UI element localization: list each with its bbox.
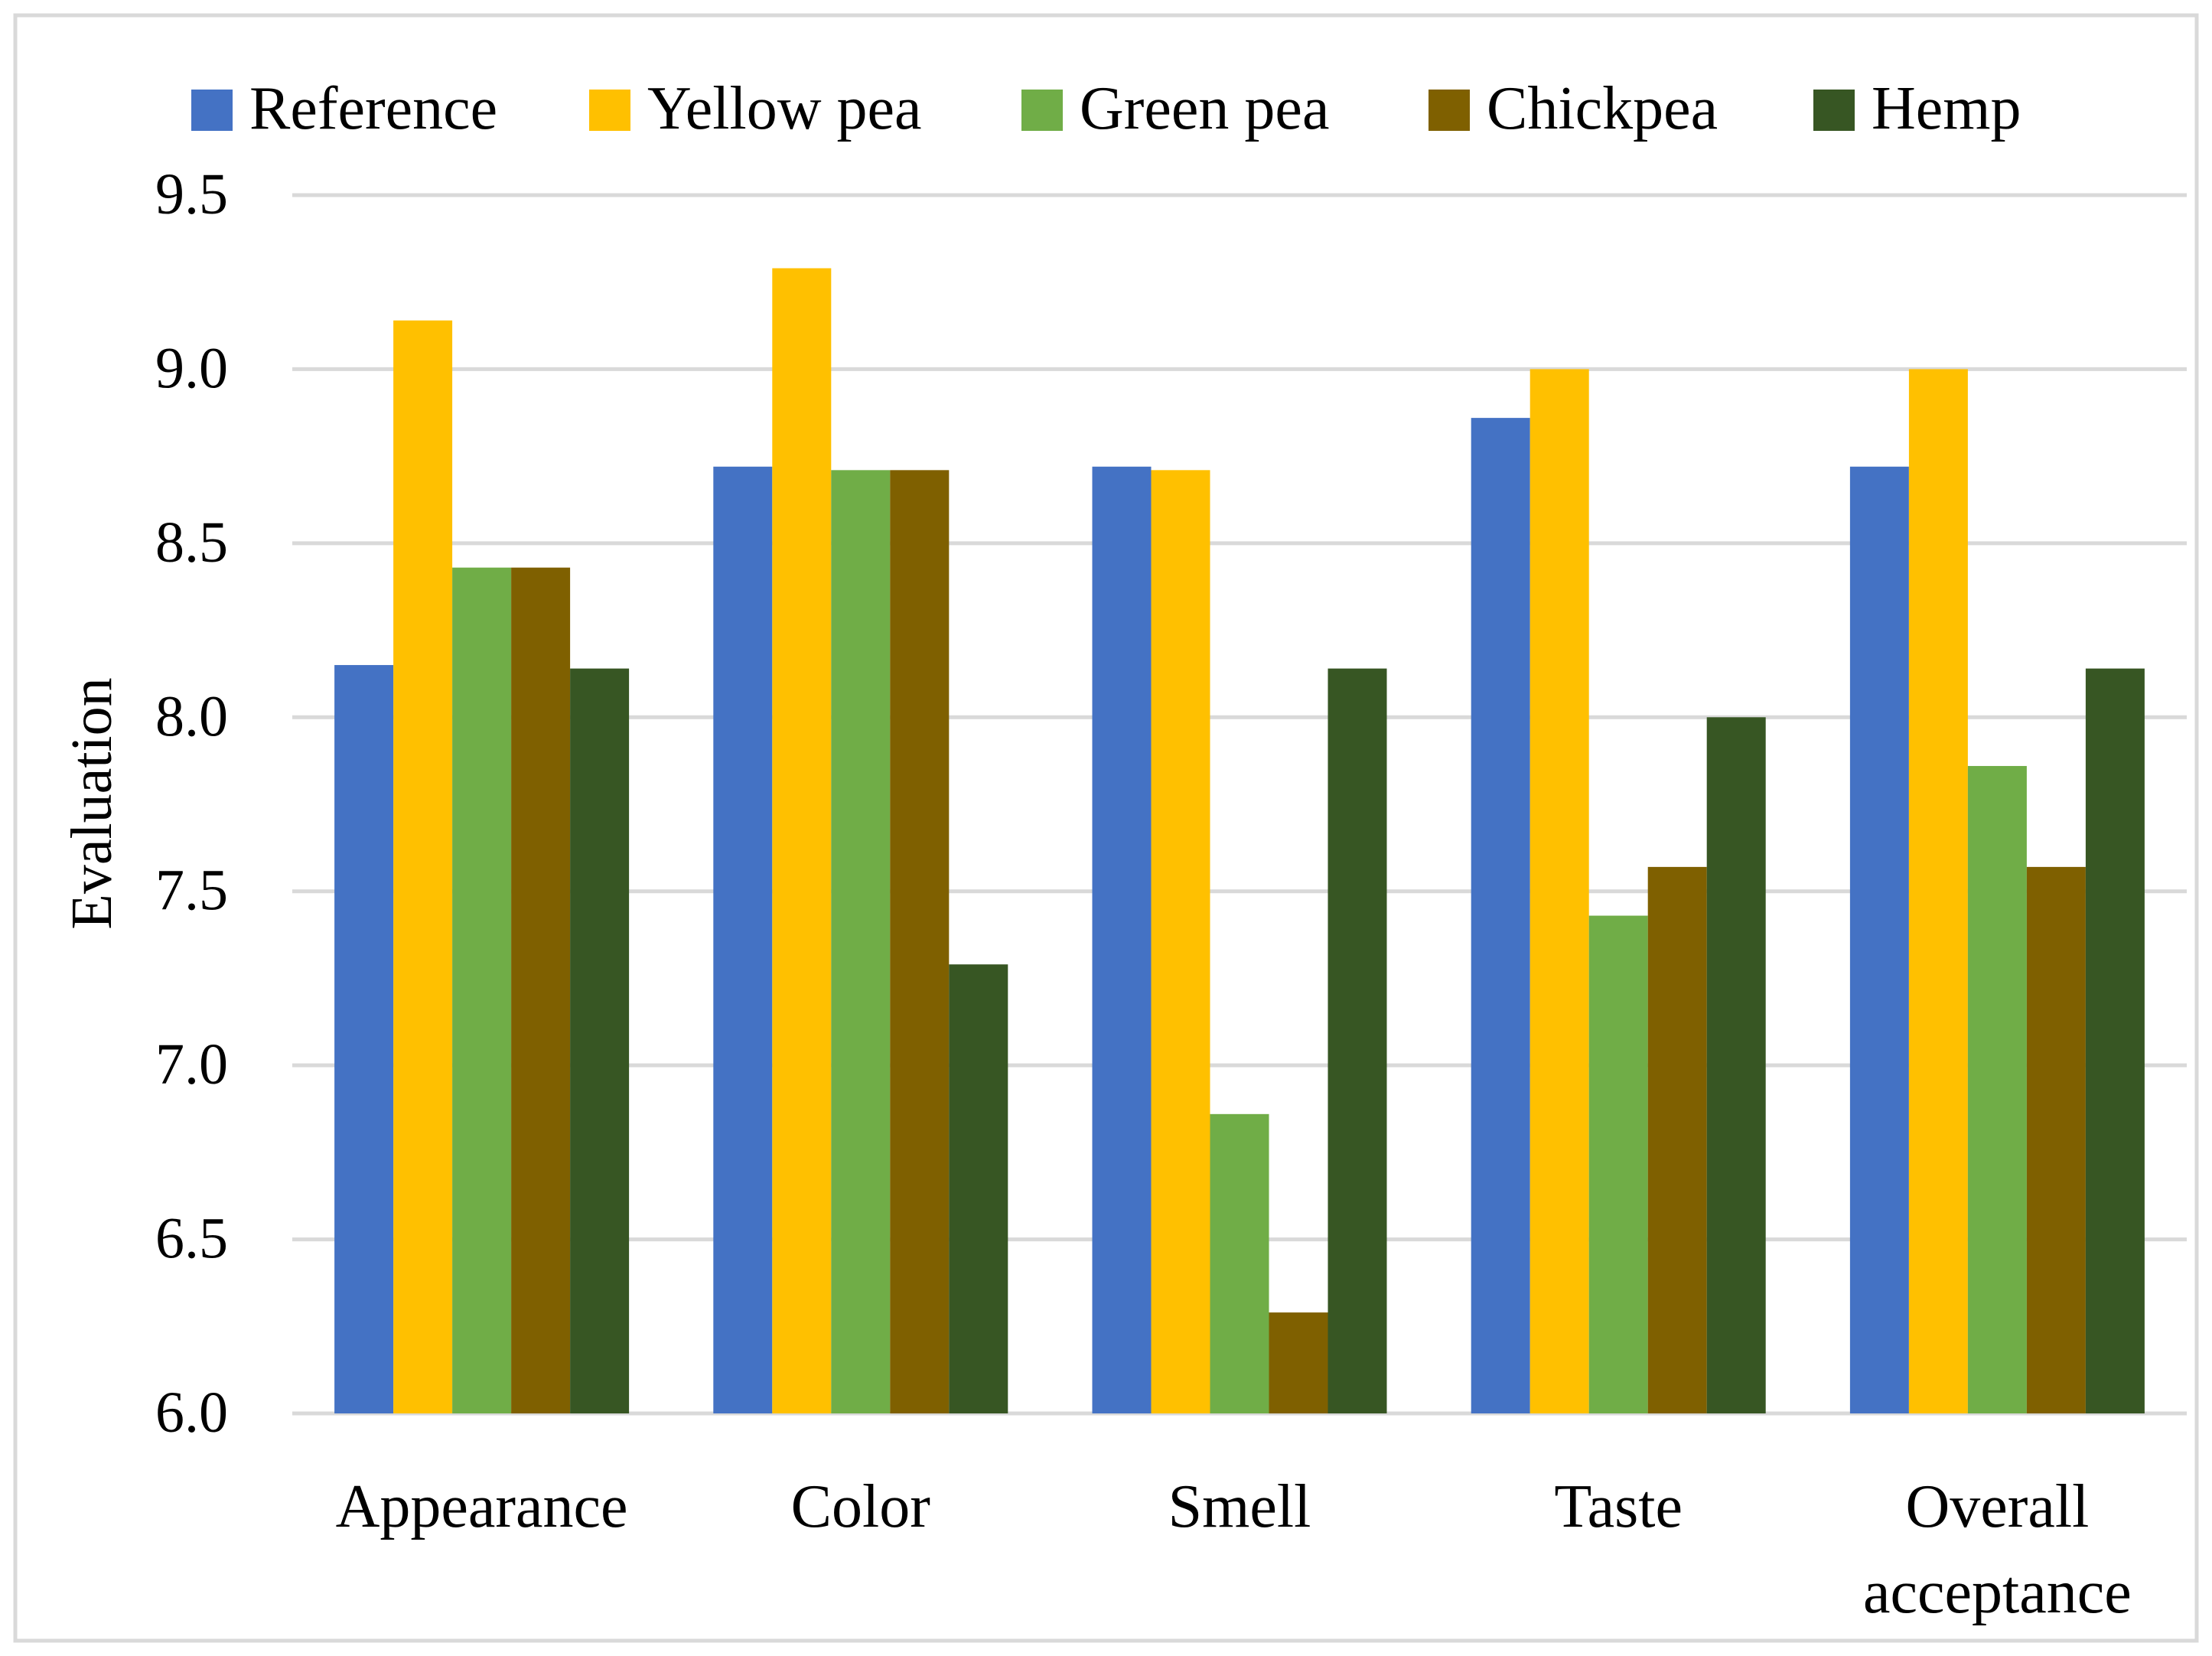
- y-tick-label: 8.5: [155, 510, 228, 575]
- legend-item-reference: Reference: [191, 75, 497, 142]
- bar-yellow-pea: [772, 268, 832, 1413]
- x-category-label: acceptance: [1863, 1559, 2132, 1626]
- bar-reference: [713, 466, 773, 1413]
- bar-reference: [1471, 418, 1530, 1413]
- legend-label: Hemp: [1872, 75, 2021, 142]
- legend-swatch: [1021, 90, 1063, 131]
- bar-hemp: [1706, 717, 1766, 1413]
- legend-item-hemp: Hemp: [1813, 75, 2021, 142]
- x-category-label: Appearance: [336, 1473, 628, 1540]
- legend-label: Green pea: [1080, 75, 1329, 142]
- legend-label: Yellow pea: [647, 75, 922, 142]
- y-tick-label: 7.5: [155, 859, 228, 923]
- y-tick-label: 6.0: [155, 1381, 228, 1445]
- bar-hemp: [570, 668, 630, 1413]
- bar-yellow-pea: [1908, 369, 1968, 1413]
- legend-item-chickpea: Chickpea: [1429, 75, 1718, 142]
- legend-label: Reference: [249, 75, 497, 142]
- legend-swatch: [1429, 90, 1470, 131]
- bar-green-pea: [1210, 1113, 1269, 1413]
- legend-swatch: [1813, 90, 1855, 131]
- legend-item-yellow-pea: Yellow pea: [589, 75, 922, 142]
- legend-swatch: [589, 90, 630, 131]
- legend-swatch: [191, 90, 233, 131]
- y-tick-label: 7.0: [155, 1032, 228, 1097]
- legend: Reference Yellow pea Green pea Chickpea Hemp: [191, 75, 2021, 142]
- bar-green-pea: [1588, 915, 1648, 1413]
- y-tick-label: 6.5: [155, 1207, 228, 1271]
- bar-chickpea: [1269, 1312, 1328, 1413]
- x-category-label: Overall: [1905, 1473, 2089, 1540]
- bar-yellow-pea: [1151, 470, 1210, 1413]
- bar-yellow-pea: [393, 320, 453, 1414]
- bar-hemp: [1328, 668, 1387, 1413]
- x-category-label: Color: [791, 1473, 930, 1540]
- y-tick-label: 9.5: [155, 162, 228, 227]
- bar-hemp: [949, 964, 1008, 1413]
- bar-reference: [1092, 466, 1152, 1413]
- bars: [334, 268, 2145, 1414]
- bar-reference: [1849, 466, 1909, 1413]
- y-axis-title: Evaluation: [60, 677, 124, 929]
- bar-reference: [334, 665, 394, 1413]
- bar-hemp: [2085, 668, 2145, 1413]
- legend-item-green-pea: Green pea: [1021, 75, 1329, 142]
- bar-chickpea: [1647, 866, 1707, 1413]
- bar-chickpea: [2026, 866, 2086, 1413]
- y-axis-ticks: 6.0 6.5 7.0 7.5 8.0 8.5 9.0 9.5: [155, 162, 228, 1445]
- y-tick-label: 8.0: [155, 684, 228, 748]
- y-tick-label: 9.0: [155, 336, 228, 400]
- bar-green-pea: [831, 470, 891, 1413]
- bar-yellow-pea: [1530, 369, 1589, 1413]
- x-category-label: Taste: [1554, 1473, 1683, 1540]
- x-category-label: Smell: [1168, 1473, 1311, 1540]
- legend-label: Chickpea: [1487, 75, 1718, 142]
- bar-chickpea: [511, 567, 571, 1413]
- x-axis-categories: Appearance Color Smell Taste Overall acceptan…: [336, 1473, 2132, 1626]
- bar-green-pea: [452, 567, 512, 1413]
- bar-chickpea: [890, 470, 950, 1413]
- bar-green-pea: [1967, 765, 2027, 1413]
